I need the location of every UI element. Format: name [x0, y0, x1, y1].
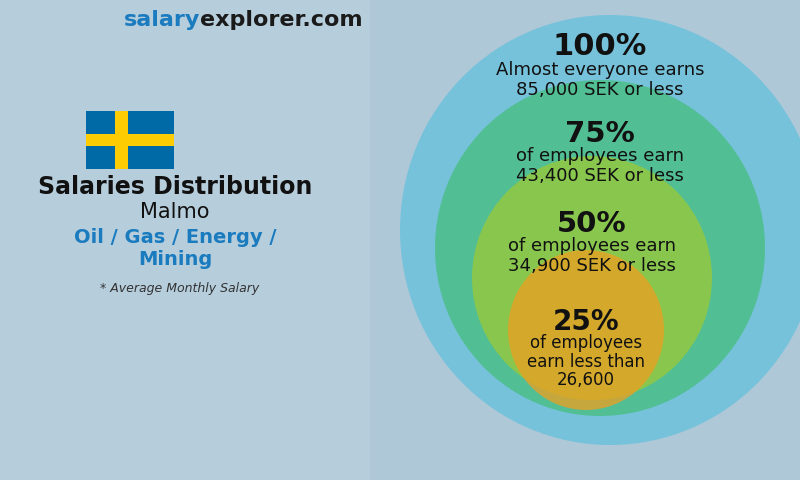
Text: Almost everyone earns: Almost everyone earns [496, 60, 704, 79]
Text: explorer.com: explorer.com [200, 10, 362, 30]
Bar [86, 133, 174, 146]
Ellipse shape [400, 15, 800, 445]
Text: of employees: of employees [530, 334, 642, 352]
Bar [115, 111, 127, 169]
Text: 34,900 SEK or less: 34,900 SEK or less [508, 257, 676, 276]
Text: 50%: 50% [557, 210, 627, 238]
Text: Mining: Mining [138, 250, 212, 269]
Text: salary: salary [124, 10, 200, 30]
Text: of employees earn: of employees earn [508, 237, 676, 255]
Text: 43,400 SEK or less: 43,400 SEK or less [516, 168, 684, 185]
Text: 100%: 100% [553, 32, 647, 61]
Bar [86, 111, 174, 169]
Text: 25%: 25% [553, 308, 619, 336]
Ellipse shape [472, 156, 712, 400]
Text: 75%: 75% [565, 120, 635, 148]
Text: Malmo: Malmo [140, 202, 210, 222]
Text: earn less than: earn less than [527, 353, 645, 371]
Text: 26,600: 26,600 [557, 371, 615, 389]
Text: Salaries Distribution: Salaries Distribution [38, 175, 312, 199]
Ellipse shape [435, 80, 765, 416]
Ellipse shape [508, 250, 664, 410]
Text: Oil / Gas / Energy /: Oil / Gas / Energy / [74, 228, 276, 247]
Text: 85,000 SEK or less: 85,000 SEK or less [516, 81, 684, 99]
Text: of employees earn: of employees earn [516, 147, 684, 165]
Text: * Average Monthly Salary: * Average Monthly Salary [100, 282, 259, 295]
Bar [0, 0, 370, 480]
